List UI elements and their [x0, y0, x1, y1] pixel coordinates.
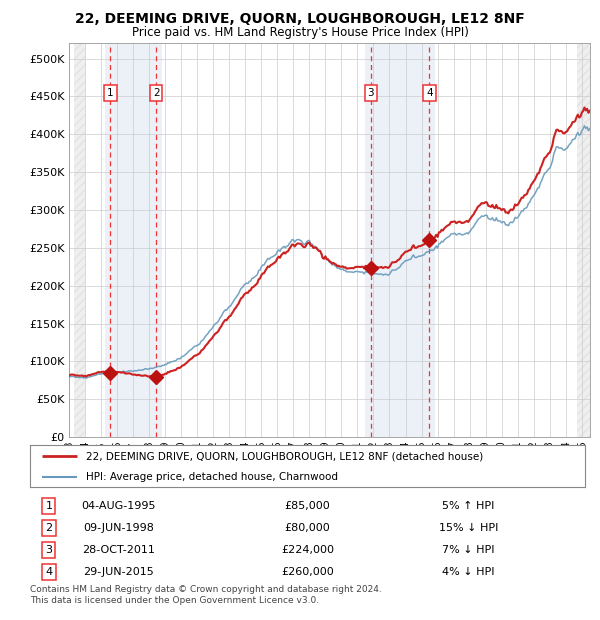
- Bar: [74, 43, 85, 437]
- Text: 1: 1: [46, 501, 52, 511]
- Text: 7% ↓ HPI: 7% ↓ HPI: [442, 545, 495, 555]
- Text: 4: 4: [426, 87, 433, 97]
- Text: £80,000: £80,000: [284, 523, 331, 533]
- Text: Contains HM Land Registry data © Crown copyright and database right 2024.: Contains HM Land Registry data © Crown c…: [30, 585, 382, 594]
- Bar: [365, 43, 435, 437]
- Text: 4: 4: [46, 567, 52, 577]
- Text: £85,000: £85,000: [284, 501, 331, 511]
- Text: 5% ↑ HPI: 5% ↑ HPI: [442, 501, 494, 511]
- Text: HPI: Average price, detached house, Charnwood: HPI: Average price, detached house, Char…: [86, 472, 337, 482]
- Text: 4% ↓ HPI: 4% ↓ HPI: [442, 567, 495, 577]
- Text: 29-JUN-2015: 29-JUN-2015: [83, 567, 154, 577]
- Text: This data is licensed under the Open Government Licence v3.0.: This data is licensed under the Open Gov…: [30, 596, 319, 606]
- Text: 15% ↓ HPI: 15% ↓ HPI: [439, 523, 498, 533]
- Text: 09-JUN-1998: 09-JUN-1998: [83, 523, 154, 533]
- Text: 22, DEEMING DRIVE, QUORN, LOUGHBOROUGH, LE12 8NF: 22, DEEMING DRIVE, QUORN, LOUGHBOROUGH, …: [75, 12, 525, 27]
- Text: £260,000: £260,000: [281, 567, 334, 577]
- Text: 3: 3: [367, 87, 374, 97]
- Text: 3: 3: [46, 545, 52, 555]
- Text: 1: 1: [107, 87, 114, 97]
- Text: 2: 2: [153, 87, 160, 97]
- Text: 04-AUG-1995: 04-AUG-1995: [82, 501, 156, 511]
- Bar: [577, 43, 590, 437]
- Text: 22, DEEMING DRIVE, QUORN, LOUGHBOROUGH, LE12 8NF (detached house): 22, DEEMING DRIVE, QUORN, LOUGHBOROUGH, …: [86, 451, 483, 461]
- Text: 2: 2: [46, 523, 52, 533]
- Text: £224,000: £224,000: [281, 545, 334, 555]
- Text: Price paid vs. HM Land Registry's House Price Index (HPI): Price paid vs. HM Land Registry's House …: [131, 26, 469, 39]
- Text: 28-OCT-2011: 28-OCT-2011: [82, 545, 155, 555]
- Bar: [105, 43, 162, 437]
